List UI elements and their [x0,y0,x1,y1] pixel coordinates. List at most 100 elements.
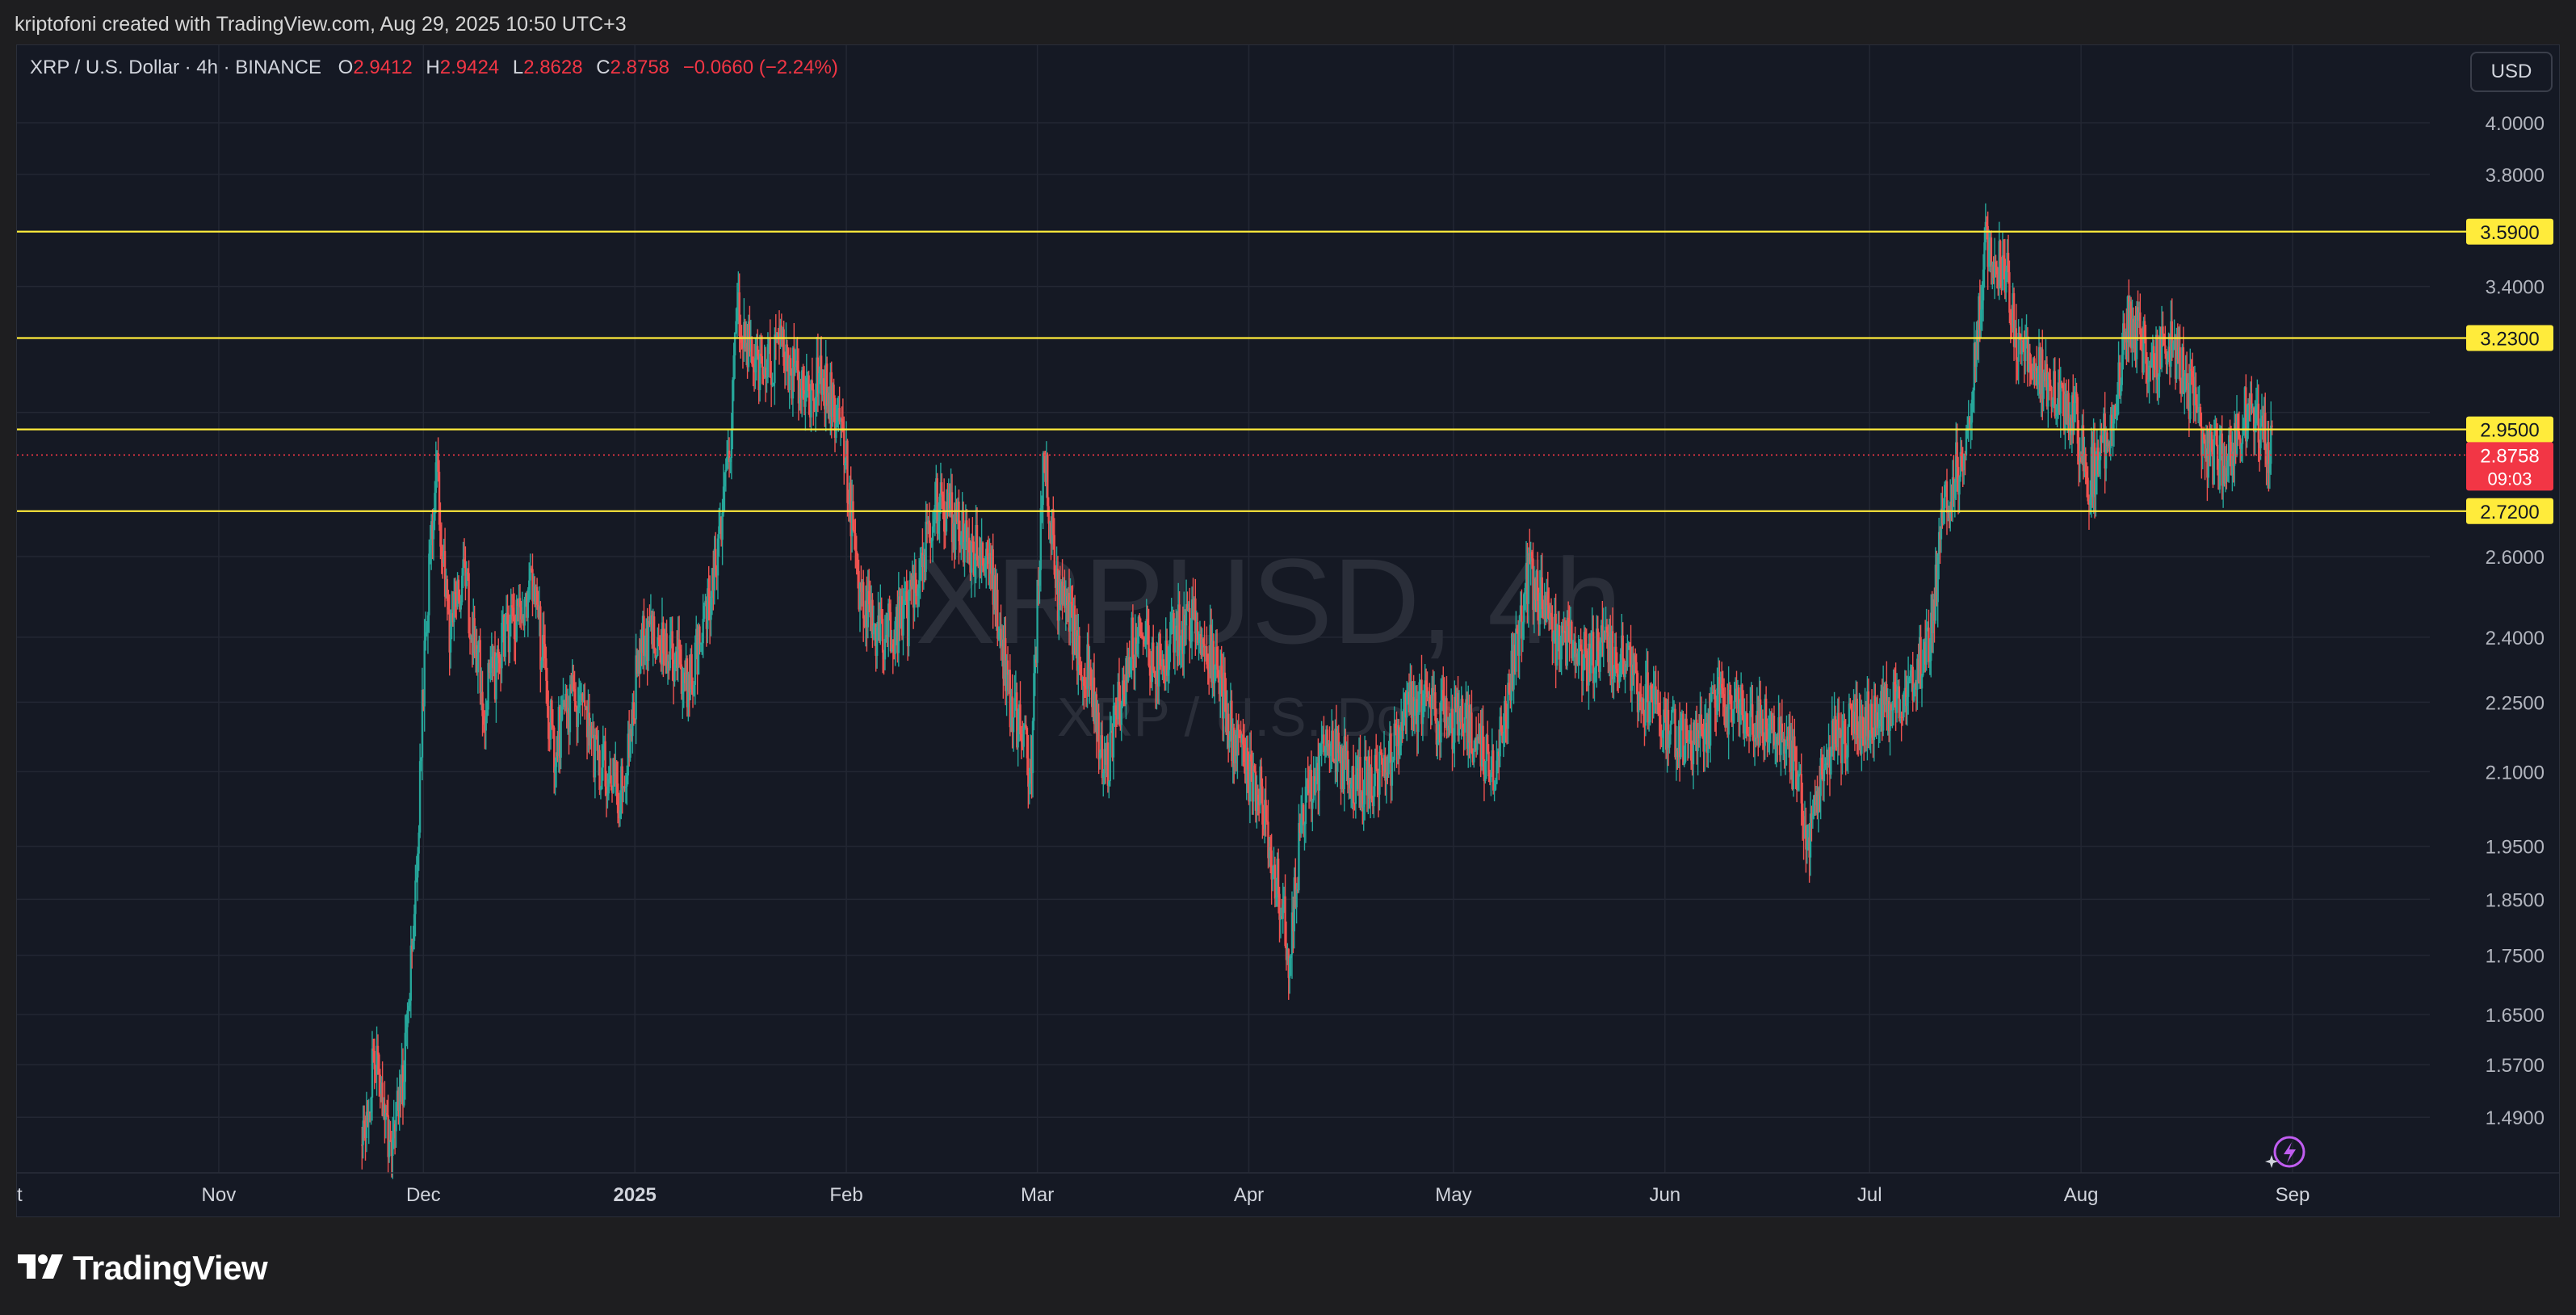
candle-body [785,344,787,372]
candle-body [1840,729,1843,763]
candle [1763,732,1765,763]
candle [1267,800,1269,869]
candle-body [2160,326,2163,368]
candle [1876,695,1879,736]
candle [2017,319,2020,384]
watermark-ticker: XRPUSD, 4h [915,533,1622,669]
candle [1498,729,1500,780]
candle [917,584,919,618]
candle-body [1151,642,1154,683]
candle-body [1253,765,1256,772]
candle-body [1474,738,1476,751]
candle-body [1626,649,1629,668]
candle [1248,751,1250,805]
candle-body [899,596,901,628]
candle [562,678,564,710]
candle-body [908,579,912,592]
candle-body [821,378,824,395]
candle [2175,327,2178,383]
candle [1131,611,1133,679]
candle [1469,704,1472,767]
candle-body [1198,633,1202,640]
candle [602,735,606,761]
candle-body [447,601,450,610]
candle-body [1237,724,1240,730]
candle-body [1161,659,1164,666]
candle [1242,718,1244,767]
candle-body [755,346,758,358]
candle [397,1086,400,1125]
candle-body [1440,700,1442,743]
candle [2112,404,2116,447]
candle [1789,711,1791,784]
candle-body [2011,325,2013,328]
candle-body [1475,738,1478,750]
candle [970,533,973,599]
candle [487,659,489,716]
candle-body [1273,864,1275,875]
candle-body [674,651,678,665]
candle-body [1605,626,1609,633]
candle [1924,620,1927,673]
candle [543,624,547,670]
candle [1593,667,1596,702]
candle-body [1357,756,1361,789]
candle-body [1281,916,1283,919]
candle [1590,630,1592,682]
candle-body [373,1051,375,1069]
candle [903,577,906,620]
candle [572,664,575,692]
candle-body [1744,712,1747,723]
candle-body [1352,766,1355,804]
candle-body [604,741,606,787]
candle-body [1025,725,1027,729]
candle-body [543,644,547,659]
candle [1404,690,1407,734]
candle-body [1844,721,1846,744]
candle [682,667,685,708]
candle-body [983,565,985,571]
candle-body [902,604,904,636]
candle [1566,610,1568,670]
candle [1941,486,1944,529]
candle [671,616,673,681]
candle-body [1560,625,1563,660]
candle [540,657,543,672]
candle [1405,681,1408,742]
candle-body [1075,630,1077,654]
candle-body [497,649,500,658]
candle [1123,674,1126,707]
candle-body [446,579,449,602]
candle [805,353,808,402]
candle [939,462,942,514]
candle-body [1477,737,1480,741]
candle-body [1571,648,1574,659]
candle [1625,643,1628,674]
candle [474,625,477,673]
candle-body [512,607,514,616]
candle-body [992,549,994,605]
candle-body [2003,255,2005,259]
candle [724,472,726,511]
candle-body [1752,734,1755,742]
candle [1580,639,1584,703]
candle [1058,570,1060,641]
candle-body [1267,821,1269,859]
candle [1672,695,1674,713]
candle [1940,493,1943,553]
candle [1321,725,1324,744]
candle-body [1112,705,1115,758]
candle-body [971,541,974,543]
candle [2041,330,2044,421]
candle-body [733,332,736,355]
candle-body [2132,318,2135,338]
candle-body [1973,342,1975,391]
candle-body [1894,682,1896,685]
candle-body [404,1032,406,1082]
chart-panel[interactable]: XRPUSD, 4h XRP / U.S. Dollar 4.0000 3.8000 3… [16,44,2560,1217]
candle-body [730,430,733,459]
candle-body [1243,744,1246,763]
candle-body [2075,392,2078,397]
candle [1611,607,1614,698]
